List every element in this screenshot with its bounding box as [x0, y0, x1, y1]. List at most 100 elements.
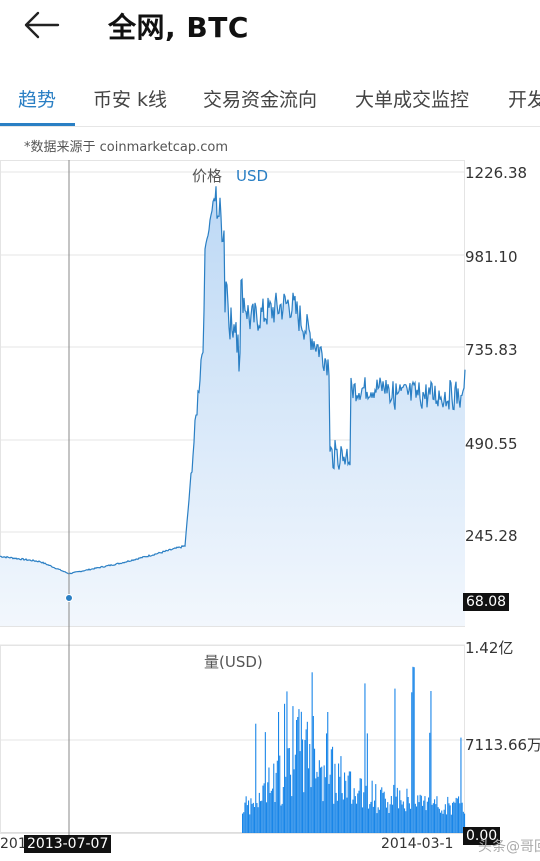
volume-bar: [308, 768, 310, 833]
volume-bar: [443, 809, 445, 833]
volume-bar: [344, 772, 346, 833]
volume-bar: [356, 803, 358, 833]
volume-bar: [336, 800, 338, 833]
volume-bar: [282, 787, 284, 833]
volume-bar: [369, 804, 371, 833]
volume-bar: [246, 805, 248, 833]
volume-bar: [459, 803, 461, 833]
volume-bar: [348, 771, 350, 833]
volume-bar: [407, 797, 409, 833]
data-source-note: *数据来源于 coinmarketcap.com: [24, 140, 228, 155]
cursor-dot: [65, 594, 73, 602]
volume-bar: [248, 800, 250, 833]
volume-bar: [242, 813, 244, 833]
volume-bar: [444, 804, 446, 833]
volume-bar: [431, 804, 433, 833]
volume-bar: [281, 803, 283, 833]
volume-bar: [334, 763, 336, 833]
price-ytick: 1226.38: [465, 164, 528, 182]
volume-bar: [249, 814, 251, 833]
volume-bar: [388, 813, 390, 833]
volume-bar: [262, 785, 264, 833]
volume-bar: [346, 797, 348, 833]
volume-bar: [341, 793, 343, 833]
tab-large-trades[interactable]: 大单成交监控: [355, 89, 470, 111]
volume-bar: [394, 688, 396, 833]
volume-bar: [429, 732, 431, 833]
volume-bar: [273, 763, 275, 833]
volume-bar: [279, 755, 281, 833]
volume-bar: [315, 778, 317, 833]
volume-bar: [300, 711, 302, 833]
volume-bar: [405, 811, 407, 833]
watermark-text: 头条@哥回官: [478, 839, 540, 855]
price-ytick: 245.28: [465, 527, 518, 545]
volume-bar: [311, 672, 313, 833]
volume-bar: [257, 807, 259, 833]
volume-bar: [292, 706, 294, 833]
volume-bar: [380, 789, 382, 833]
volume-bar: [286, 691, 288, 833]
volume-bar: [244, 802, 246, 833]
volume-bar: [396, 787, 398, 833]
volume-bar: [386, 807, 388, 833]
arrow-left-icon[interactable]: [22, 10, 62, 40]
volume-bar: [393, 784, 395, 833]
volume-bar: [288, 748, 290, 833]
volume-bar: [374, 800, 376, 833]
active-tab-indicator: [0, 123, 75, 126]
volume-bar: [272, 788, 274, 833]
volume-bar: [370, 801, 372, 833]
volume-bar: [411, 692, 413, 833]
price-legend: 价格 USD: [192, 165, 268, 186]
volume-bar: [428, 797, 430, 833]
volume-bar: [412, 666, 414, 833]
top-bar: 全网, BTC: [0, 0, 540, 62]
volume-bar: [376, 813, 378, 833]
volume-bar: [310, 787, 312, 833]
volume-bar: [425, 810, 427, 833]
price-ytick: 735.83: [465, 341, 518, 359]
tab-fund-flow[interactable]: 交易资金流向: [203, 89, 318, 111]
current-price-badge: 68.08: [463, 593, 510, 611]
volume-bar: [320, 767, 322, 833]
volume-bar: [372, 806, 374, 833]
volume-bar: [377, 807, 379, 833]
tab-binance-kline[interactable]: 币安 k线: [93, 89, 168, 111]
cursor-date-badge: 2013-07-07: [24, 835, 112, 853]
tab-trend[interactable]: 趋势: [18, 89, 57, 111]
tab-dev[interactable]: 开发: [508, 89, 540, 111]
volume-bar: [256, 803, 258, 833]
volume-bar: [365, 785, 367, 833]
volume-bar: [250, 798, 252, 833]
volume-bar: [390, 796, 392, 833]
volume-bar: [268, 767, 270, 833]
volume-bar: [382, 793, 384, 833]
volume-bar: [261, 800, 263, 833]
volume-bar: [452, 802, 454, 833]
volume-bar: [453, 801, 455, 833]
price-line: [0, 186, 466, 575]
volume-bar: [417, 795, 419, 833]
volume-bar: [270, 790, 272, 833]
volume-frame: [0, 645, 465, 834]
volume-bar: [438, 808, 440, 833]
volume-bar: [276, 760, 278, 833]
volume-bar: [324, 777, 326, 833]
volume-bar: [258, 792, 260, 833]
volume-bar: [450, 814, 452, 833]
volume-bar: [366, 733, 368, 833]
volume-bar: [449, 805, 451, 833]
volume-ytick: 1.42亿: [465, 639, 514, 657]
volume-bar: [387, 802, 389, 833]
volume-bar: [424, 796, 426, 833]
volume-bar: [338, 763, 340, 833]
volume-bar: [416, 806, 418, 833]
price-area-fill: [0, 186, 465, 627]
volume-bar: [347, 775, 349, 833]
volume-bar: [299, 751, 301, 833]
volume-bar: [305, 729, 307, 833]
volume-bar: [423, 800, 425, 833]
volume-bar: [402, 801, 404, 833]
